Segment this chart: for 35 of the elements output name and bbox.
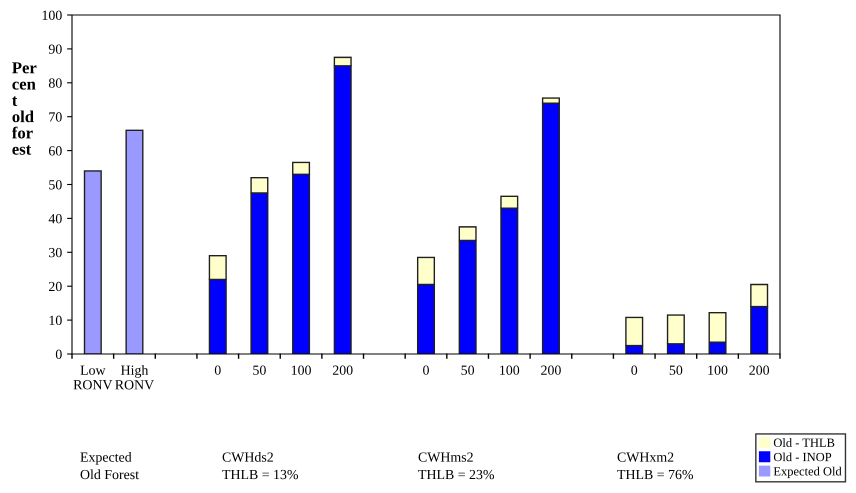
legend-label: Expected Old — [774, 466, 842, 478]
y-tick-label: 80 — [48, 78, 62, 88]
x-tick-label: 0 — [631, 366, 638, 375]
legend-label: Old - INOP — [774, 452, 832, 462]
y-tick-label: 30 — [49, 248, 62, 258]
y-tick-label: 50 — [49, 180, 62, 190]
y-tick-label: 10 — [50, 316, 62, 326]
text: CWHms2 THLB = 23% — [418, 452, 494, 480]
x-tick-label: 50 — [253, 366, 266, 375]
text: CWHxm2 THLB = 76% — [617, 452, 694, 480]
legend-label: Old - THLB — [774, 438, 834, 447]
x-tick-label: 50 — [462, 366, 474, 375]
y-tick-label: 20 — [49, 282, 62, 292]
y-axis-title: Per cen t old for est — [12, 62, 36, 155]
bar — [84, 170, 102, 354]
x-tick-label: 0 — [423, 366, 429, 375]
x-tick-label: 200 — [541, 366, 561, 375]
x-tick-label: 100 — [292, 366, 311, 375]
y-tick-label: 100 — [42, 10, 62, 20]
x-tick-label: 200 — [332, 366, 353, 375]
x-tick-label: 50 — [670, 366, 682, 375]
bar — [125, 130, 144, 354]
text: CWHds2 THLB = 13% — [222, 452, 298, 480]
y-tick-label: 90 — [48, 44, 62, 54]
x-tick-label: Low RONV — [74, 366, 112, 390]
y-tick-label: 70 — [49, 112, 62, 122]
x-tick-label: 0 — [214, 366, 221, 375]
x-tick-label: 200 — [749, 366, 770, 375]
x-tick-label: 100 — [500, 366, 520, 375]
x-tick-label: High RONV — [115, 365, 154, 390]
y-tick-label: 60 — [48, 146, 62, 156]
text: Expected Old Forest — [80, 452, 139, 480]
y-tick-label: 0 — [56, 350, 62, 359]
x-tick-label: 100 — [708, 366, 728, 375]
y-tick-label: 40 — [48, 214, 62, 224]
